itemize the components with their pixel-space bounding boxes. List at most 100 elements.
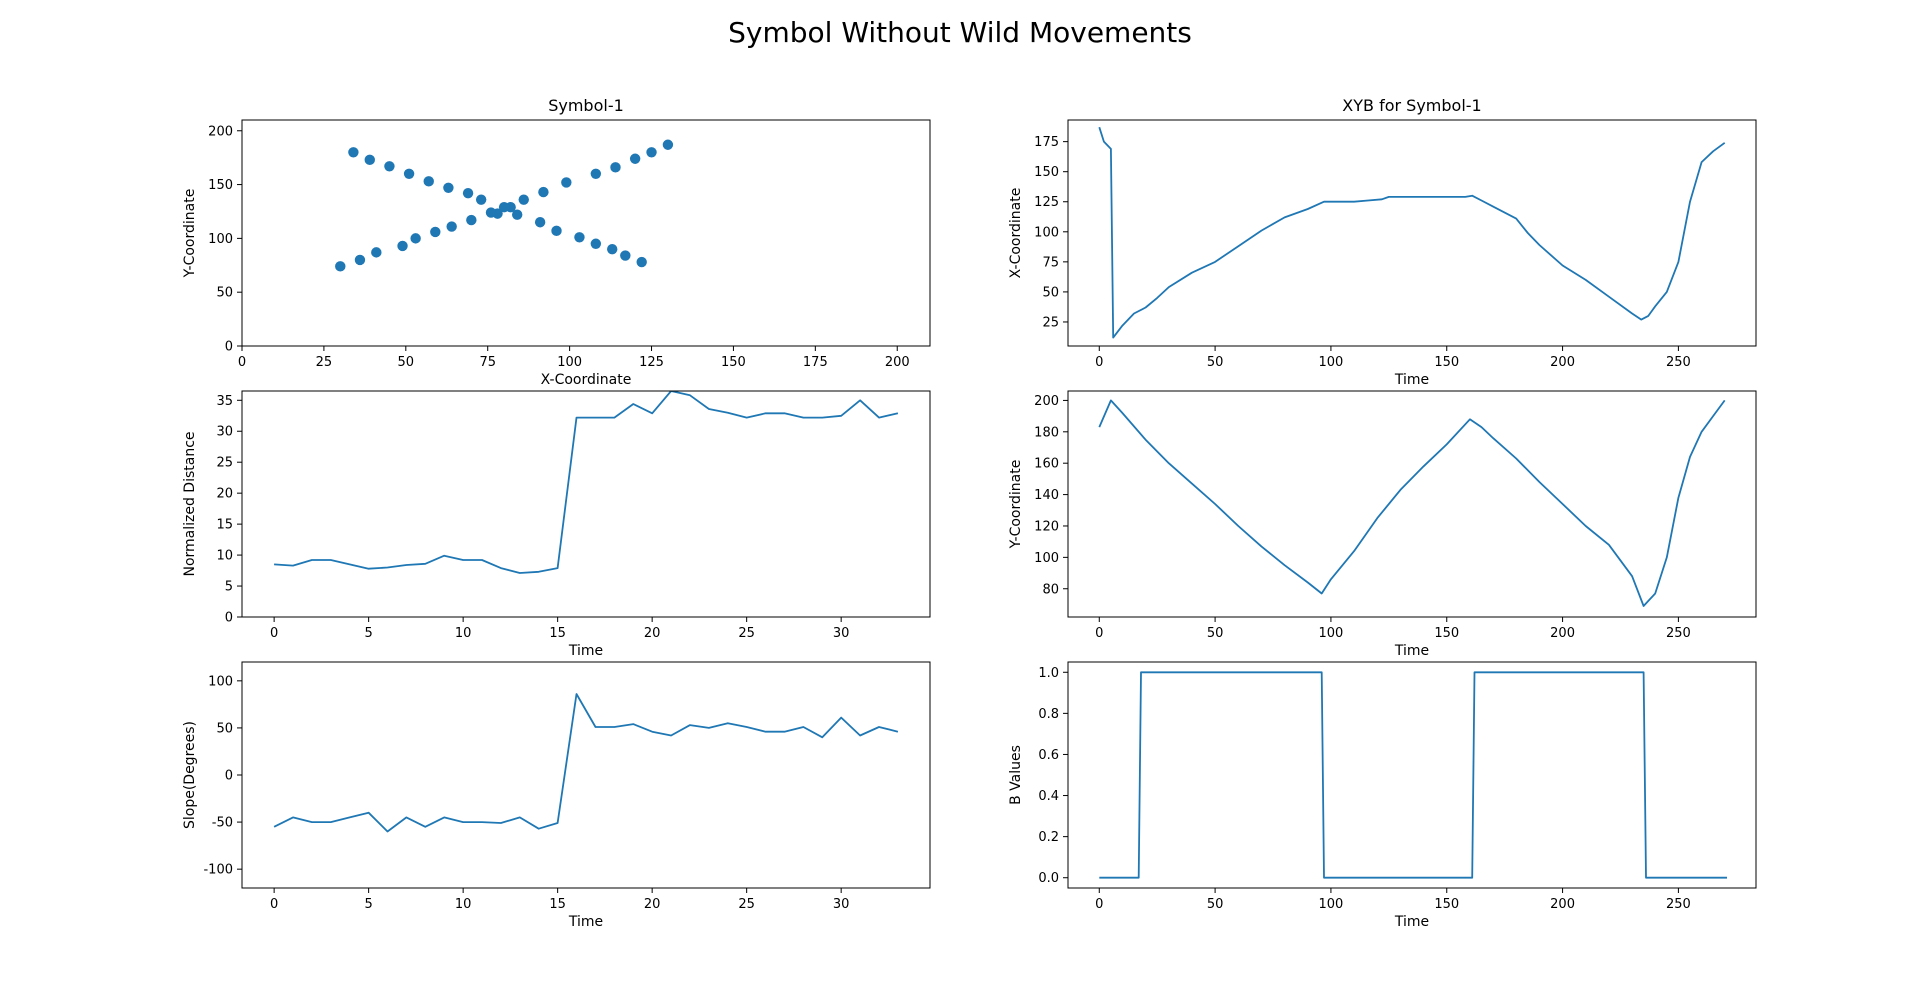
scatter-point (475, 194, 487, 205)
subplot-title: Symbol-1 (548, 96, 624, 115)
y-tick-label: 175 (1034, 135, 1059, 150)
x-axis-label: Time (568, 643, 603, 659)
y-tick-label: -100 (203, 863, 233, 878)
xcoord-series (1098, 126, 1726, 339)
scatter-point (397, 240, 408, 252)
series-line (1098, 126, 1726, 339)
scatter-point (590, 238, 602, 249)
y-tick-label: 5 (225, 580, 233, 595)
axes-frame (1067, 390, 1757, 618)
scatter-point (574, 232, 585, 243)
scatter-point (485, 207, 497, 218)
scatter-point (348, 147, 359, 158)
slope-series (273, 693, 899, 833)
scatter-point (646, 147, 657, 158)
series-line (274, 391, 899, 574)
y-tick-label: 50 (216, 721, 233, 736)
y-tick-label: 0.2 (1038, 830, 1059, 845)
x-tick-label: 0 (270, 626, 278, 641)
y-tick-label: -50 (212, 816, 233, 831)
x-tick-label: 20 (644, 626, 661, 641)
y-tick-label: 200 (208, 124, 233, 139)
y-tick-label: 200 (1034, 394, 1059, 409)
x-axis-label: X-Coordinate (541, 372, 632, 388)
y-tick-label: 75 (1042, 255, 1059, 270)
scatter-point (620, 250, 631, 261)
x-tick-label: 15 (549, 626, 566, 641)
x-tick-label: 100 (1319, 626, 1344, 641)
x-tick-label: 0 (1095, 897, 1103, 912)
x-axis-label: Time (568, 914, 603, 930)
bvalues-series (1099, 671, 1727, 879)
x-axis-label: Time (1394, 914, 1429, 930)
scatter-point (354, 254, 366, 266)
y-tick-label: 160 (1034, 457, 1059, 472)
axes-frame (1067, 119, 1757, 347)
axes-frame (241, 661, 931, 889)
x-tick-label: 50 (1207, 626, 1224, 641)
y-tick-label: 80 (1042, 582, 1059, 597)
y-tick-label: 180 (1034, 425, 1059, 440)
x-tick-label: 5 (364, 626, 372, 641)
x-tick-label: 25 (738, 897, 755, 912)
y-tick-label: 120 (1034, 519, 1059, 534)
y-tick-label: 150 (1034, 165, 1059, 180)
scatter-point (466, 214, 477, 226)
x-tick-label: 125 (639, 355, 664, 370)
scatter-point (403, 168, 415, 180)
y-tick-label: 100 (208, 232, 233, 247)
x-tick-label: 50 (398, 355, 415, 370)
scatter-point (446, 221, 457, 232)
scatter-point (498, 201, 510, 213)
y-axis-label: Slope(Degrees) (182, 721, 198, 829)
scatter-point (518, 194, 529, 205)
x-tick-label: 25 (316, 355, 333, 370)
subplot-symbol: 0 25 50 75 100 125 150 175 200 0 50 100 150 200 Symbol… (182, 96, 931, 388)
distance-series (274, 391, 899, 574)
x-tick-label: 100 (1319, 355, 1344, 370)
y-tick-label: 150 (208, 178, 233, 193)
subplot-xcoord: 0 50 100 150 200 250 25 50 75 100 125 150 175 XYB for… (1008, 96, 1757, 388)
y-axis-label: Y-Coordinate (1008, 460, 1024, 550)
y-tick-label: 10 (216, 549, 233, 564)
x-tick-label: 30 (833, 626, 850, 641)
y-tick-label: 0.4 (1038, 789, 1059, 804)
x-tick-label: 75 (479, 355, 496, 370)
x-axis-label: Time (1394, 372, 1429, 388)
x-tick-label: 25 (738, 626, 755, 641)
x-tick-label: 100 (1319, 897, 1344, 912)
y-axis-label: Normalized Distance (182, 431, 198, 576)
y-tick-label: 100 (208, 674, 233, 689)
y-tick-label: 30 (216, 425, 233, 440)
y-tick-label: 1.0 (1038, 666, 1059, 681)
x-tick-label: 5 (364, 897, 372, 912)
x-tick-label: 250 (1666, 355, 1691, 370)
x-tick-label: 175 (803, 355, 828, 370)
y-tick-label: 0.0 (1038, 871, 1059, 886)
x-tick-label: 0 (238, 355, 246, 370)
x-tick-label: 30 (833, 897, 850, 912)
scatter-point (534, 217, 546, 228)
subplots-grid: 0 25 50 75 100 125 150 175 200050100150200Symbol… (182, 96, 1757, 930)
axes-frame (241, 119, 931, 347)
x-tick-label: 0 (1095, 355, 1103, 370)
y-tick-label: 20 (216, 487, 233, 502)
scatter-point (443, 182, 454, 193)
y-tick-label: 15 (216, 518, 233, 533)
x-tick-label: 10 (455, 626, 472, 641)
y-tick-label: 100 (1034, 551, 1059, 566)
axes-frame (241, 390, 931, 618)
y-tick-label: 125 (1034, 195, 1059, 210)
x-tick-label: 150 (1434, 626, 1459, 641)
scatter-point (610, 162, 621, 173)
x-tick-label: 200 (1550, 626, 1575, 641)
scatter-point (551, 225, 562, 237)
y-axis-label: X-Coordinate (1008, 188, 1024, 279)
scatter-point (662, 139, 674, 150)
scatter-point (384, 161, 395, 172)
y-tick-label: 0 (225, 340, 233, 355)
x-tick-label: 10 (455, 897, 472, 912)
y-axis-label: B Values (1008, 745, 1024, 805)
scatter-point (371, 247, 382, 258)
